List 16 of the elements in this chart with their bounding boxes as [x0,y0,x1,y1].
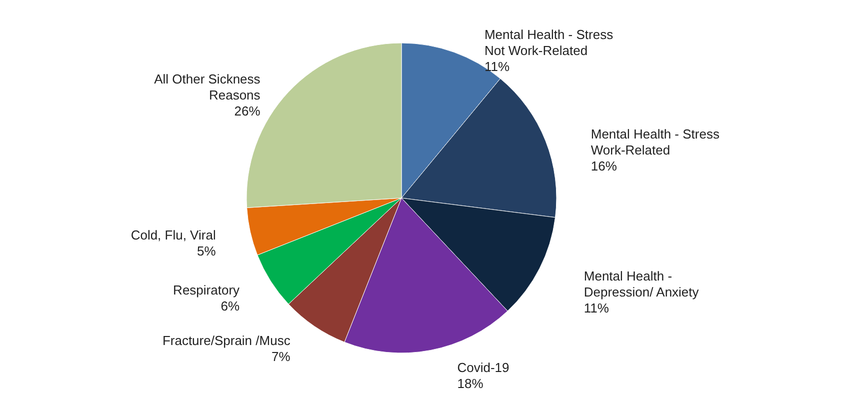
data-label: 6% [220,298,240,314]
slice-label: Mental Health - Stress Work-Related [590,126,720,158]
data-label: 11% [484,59,510,74]
data-label: 7% [272,349,291,364]
slice-label: Cold, Flu, Viral [130,228,216,243]
data-label: 26% [234,104,261,119]
slice-label: Mental Health - Stress Not Work-Related [484,27,614,58]
data-label: 5% [197,244,216,259]
data-label: 11% [584,300,610,316]
slice-label: Covid-19 [457,360,510,375]
slice-label: Fracture/Sprain /Musc [162,333,291,348]
slice-label: Mental Health - Depression/ Anxiety [584,268,700,300]
slice-label: Respiratory [173,282,240,298]
data-label: 18% [457,376,484,391]
slice-label: All Other Sickness Reasons [154,72,261,103]
data-label: 16% [590,158,618,174]
